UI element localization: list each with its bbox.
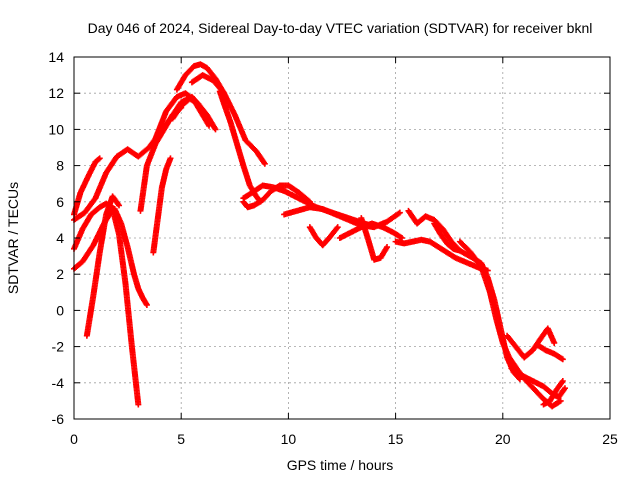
- data-point: [551, 339, 558, 346]
- axis-ticks: [73, 56, 611, 420]
- data-point: [557, 397, 564, 404]
- data-point: [305, 197, 312, 204]
- data-point: [261, 160, 268, 167]
- data-point: [96, 155, 103, 162]
- grid-lines: [74, 57, 610, 419]
- data-point: [95, 156, 102, 163]
- y-tick-label: 8: [56, 158, 64, 174]
- x-tick-label: 15: [388, 431, 404, 447]
- data-point: [559, 356, 566, 363]
- data-point: [306, 198, 313, 205]
- x-tick-label: 20: [495, 431, 511, 447]
- data-point: [135, 401, 142, 408]
- data-point: [334, 224, 341, 231]
- x-tick-label: 5: [177, 431, 185, 447]
- data-point: [384, 244, 391, 251]
- data-point: [167, 155, 174, 162]
- y-axis-label: SDTVAR / TECUs: [5, 182, 21, 294]
- y-tick-label: -6: [52, 411, 65, 427]
- y-tick-label: 4: [56, 230, 64, 246]
- series-sat-z: [540, 377, 566, 408]
- data-point: [143, 301, 150, 308]
- series-sat-e: [83, 193, 123, 339]
- series-sat-j: [169, 95, 219, 133]
- chart-title: Day 046 of 2024, Sidereal Day-to-day VTE…: [88, 20, 593, 36]
- series-sat-s: [392, 236, 491, 274]
- y-tick-labels: -6 -4 -2 0 2 4 6 8 10 12 14: [48, 49, 64, 427]
- data-points: [71, 61, 568, 410]
- x-tick-label: 0: [70, 431, 78, 447]
- y-tick-label: 6: [56, 194, 64, 210]
- y-tick-label: 14: [48, 49, 64, 65]
- data-point: [559, 377, 566, 384]
- series-sat-w: [504, 325, 558, 361]
- x-axis-label: GPS time / hours: [287, 457, 394, 473]
- series-sat-g: [150, 155, 174, 256]
- x-tick-label: 10: [281, 431, 297, 447]
- x-tick-label: 25: [602, 431, 618, 447]
- series-sat-n: [240, 182, 313, 211]
- data-point: [116, 202, 123, 209]
- series-sat-y: [534, 341, 566, 363]
- y-tick-label: 10: [48, 121, 64, 137]
- series-sat-p: [306, 224, 341, 249]
- data-point: [561, 385, 568, 392]
- series-sat-l: [216, 88, 264, 205]
- series-sat-r: [358, 215, 391, 263]
- data-point: [212, 126, 219, 133]
- y-tick-label: 12: [48, 85, 64, 101]
- data-point: [396, 209, 403, 216]
- y-tick-label: -4: [52, 375, 65, 391]
- y-tick-label: -2: [52, 339, 65, 355]
- series-sat-k: [188, 72, 268, 167]
- series-sat-a: [71, 93, 202, 223]
- y-tick-label: 2: [56, 266, 64, 282]
- y-tick-label: 0: [56, 302, 64, 318]
- x-tick-labels: 0 5 10 15 20 25: [70, 431, 618, 447]
